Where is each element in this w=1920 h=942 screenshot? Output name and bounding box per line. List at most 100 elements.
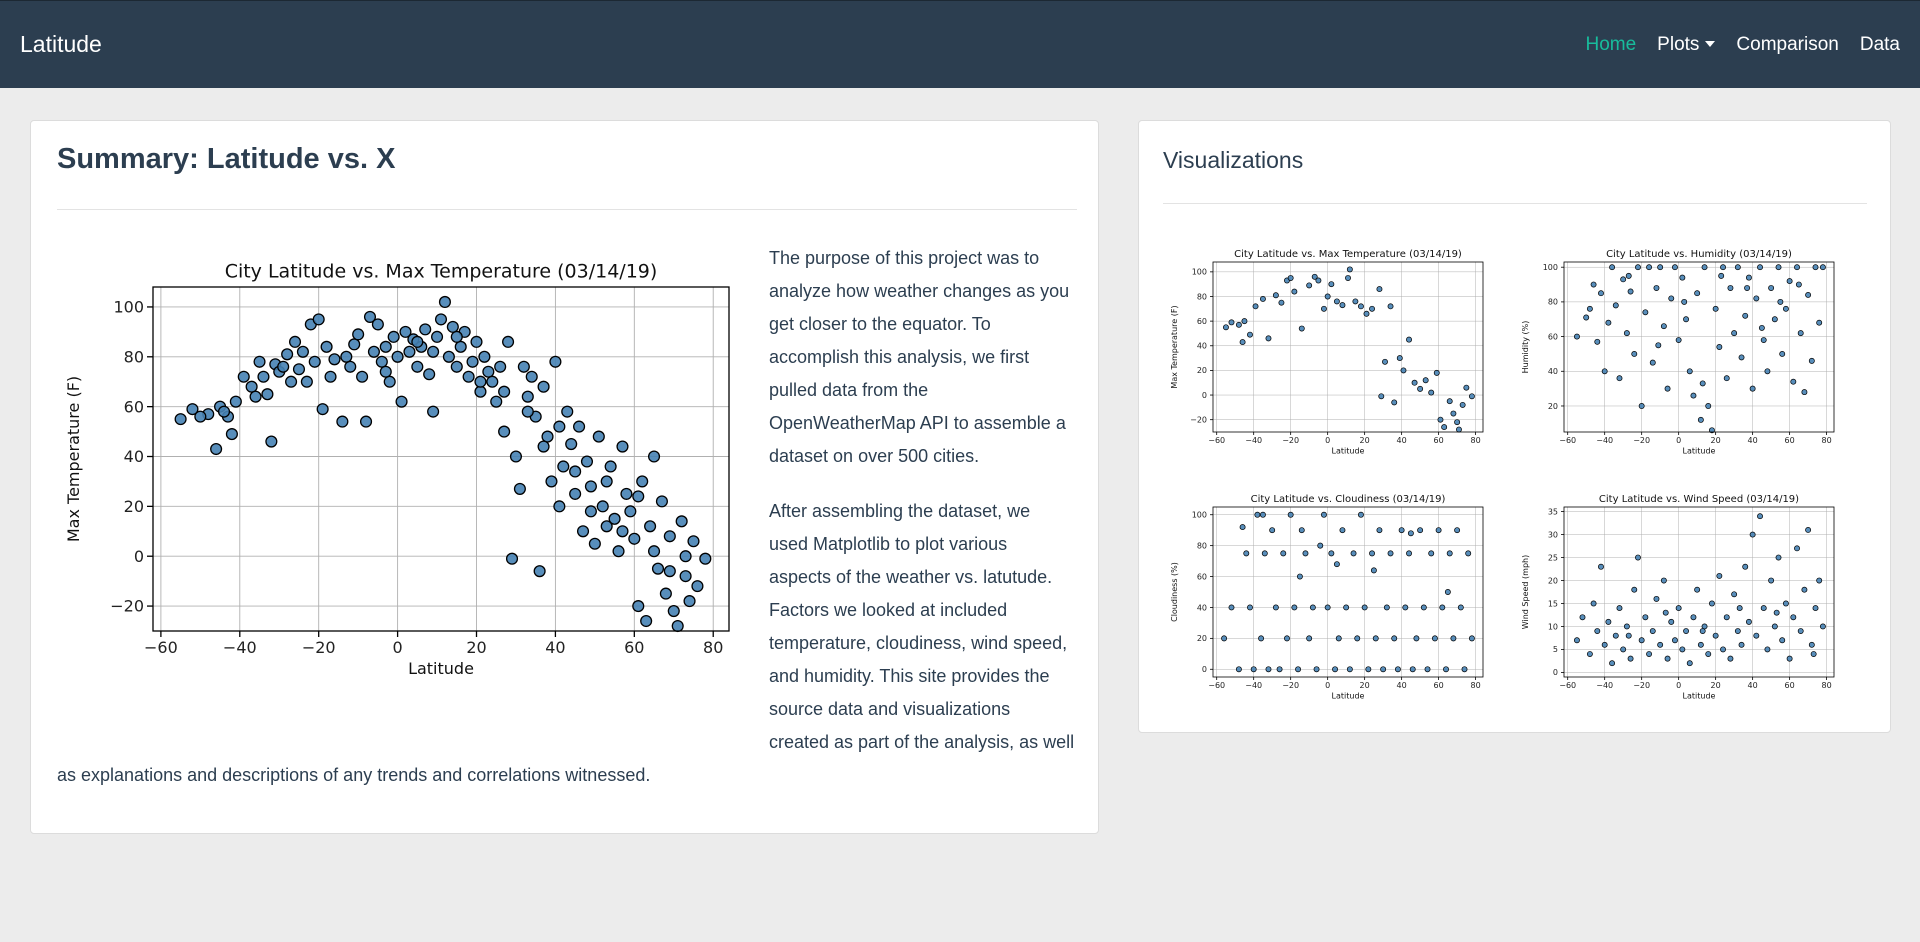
paragraph-2-line: After assembling the dataset, we — [769, 501, 1031, 521]
humidity-thumbnail[interactable]: −60 −40 −20 0 20 40 60 80 20 40 60 80 100 City Latitu… — [1518, 236, 1852, 471]
data-point — [1745, 618, 1752, 625]
data-point — [1428, 389, 1435, 396]
data-point — [1363, 310, 1370, 317]
x-tick-label: −40 — [1245, 681, 1262, 690]
x-tick-label: −60 — [1559, 436, 1576, 445]
y-tick-label: 80 — [124, 347, 144, 366]
data-point — [647, 450, 661, 463]
data-point — [1720, 264, 1726, 271]
data-point — [1400, 367, 1407, 374]
data-point — [1753, 632, 1760, 639]
nav-home[interactable]: Home — [1585, 33, 1637, 55]
y-tick-label: 60 — [1197, 317, 1207, 326]
data-point — [1291, 604, 1298, 611]
y-tick-label: 100 — [1192, 511, 1207, 520]
data-point — [1387, 303, 1394, 310]
y-tick-label: 5 — [1553, 645, 1558, 654]
chart-title: City Latitude vs. Humidity (03/14/19) — [1606, 249, 1792, 260]
data-point — [1259, 511, 1266, 518]
data-point — [324, 370, 337, 383]
data-point — [1298, 527, 1305, 534]
data-point — [1642, 309, 1649, 316]
data-point — [533, 565, 546, 578]
data-point — [411, 360, 424, 373]
data-point — [1649, 359, 1656, 366]
data-point — [505, 552, 519, 565]
data-point — [525, 370, 538, 383]
data-point — [651, 562, 665, 575]
data-point — [683, 595, 696, 608]
data-point — [1258, 635, 1265, 642]
cloudiness-thumbnail[interactable]: −60 −40 −20 0 20 40 60 80 0 20 40 60 80 100 City Latit… — [1167, 481, 1501, 716]
data-point — [517, 360, 530, 373]
summary-paragraph-2: After assembling the dataset, we used Ma… — [769, 495, 1077, 759]
wind-speed-thumbnail[interactable]: −60 −40 −20 0 20 40 60 80 0 5 10 15 20 25 30 35 City Lat… — [1518, 481, 1852, 716]
data-point — [1291, 288, 1298, 295]
data-point — [1350, 550, 1357, 557]
data-point — [1444, 589, 1451, 595]
nav-comparison[interactable]: Comparison — [1736, 33, 1839, 55]
data-point — [1681, 298, 1688, 305]
y-tick-label: 10 — [1548, 622, 1558, 631]
data-point — [1609, 264, 1616, 271]
nav-data[interactable]: Data — [1859, 33, 1900, 55]
max-temp-thumbnail[interactable]: −60 −40 −20 0 20 40 60 80 −20 0 20 40 60 80 100 City La… — [1167, 236, 1501, 471]
data-point — [1810, 651, 1817, 657]
data-point — [1635, 554, 1641, 561]
data-point — [620, 487, 633, 500]
brand-link[interactable]: Latitude — [20, 31, 102, 57]
data-point — [600, 520, 613, 533]
plot-area — [1564, 262, 1834, 432]
x-tick-label: −40 — [223, 638, 257, 657]
data-point — [1742, 563, 1749, 570]
x-tick-label: 40 — [1748, 436, 1758, 445]
data-point — [419, 323, 432, 336]
caret-down-icon — [1705, 40, 1716, 47]
data-point — [1239, 524, 1246, 531]
data-point — [1284, 635, 1290, 642]
visualizations-title: Visualizations — [1163, 147, 1304, 173]
data-point — [1450, 410, 1457, 417]
data-point — [647, 545, 661, 558]
data-point — [1278, 299, 1285, 306]
data-point — [1675, 337, 1682, 344]
data-point — [1708, 427, 1715, 434]
data-point — [1354, 635, 1361, 642]
data-point — [1808, 641, 1815, 648]
data-point — [1328, 550, 1335, 557]
data-point — [359, 415, 373, 428]
data-point — [1333, 298, 1340, 305]
data-point — [1779, 637, 1786, 644]
data-point — [237, 370, 250, 383]
x-tick-label: −40 — [1596, 681, 1613, 690]
y-tick-label: 40 — [1197, 342, 1207, 351]
y-tick-label: −20 — [1190, 415, 1207, 424]
data-point — [1328, 281, 1335, 288]
data-point — [1768, 285, 1775, 291]
data-point — [1247, 331, 1253, 338]
data-point — [1773, 609, 1780, 616]
data-point — [1361, 604, 1368, 611]
max-temp-plot-large[interactable]: −60 −40 −20 0 20 40 60 80 −20 0 20 40 60 80 100 City La… — [61, 249, 741, 699]
y-tick-label: 35 — [1548, 507, 1558, 516]
y-tick-label: 30 — [1548, 530, 1558, 539]
data-point — [1454, 527, 1461, 534]
data-point — [1370, 567, 1377, 574]
x-axis-label: Latitude — [1332, 446, 1365, 455]
data-point — [675, 515, 688, 528]
nav-plots-dropdown[interactable]: Plots — [1657, 34, 1716, 56]
data-point — [1627, 655, 1634, 662]
data-point — [1605, 618, 1612, 625]
data-point — [1683, 316, 1690, 323]
data-point — [1760, 605, 1767, 612]
data-point — [498, 385, 511, 398]
data-point — [679, 550, 692, 563]
data-point — [1369, 550, 1375, 557]
data-point — [1306, 282, 1313, 289]
data-point — [1738, 641, 1745, 648]
data-point — [1635, 264, 1641, 271]
x-tick-label: 60 — [1434, 436, 1444, 445]
data-point — [1378, 393, 1385, 400]
x-tick-label: −60 — [1208, 681, 1225, 690]
data-point — [1365, 666, 1372, 673]
